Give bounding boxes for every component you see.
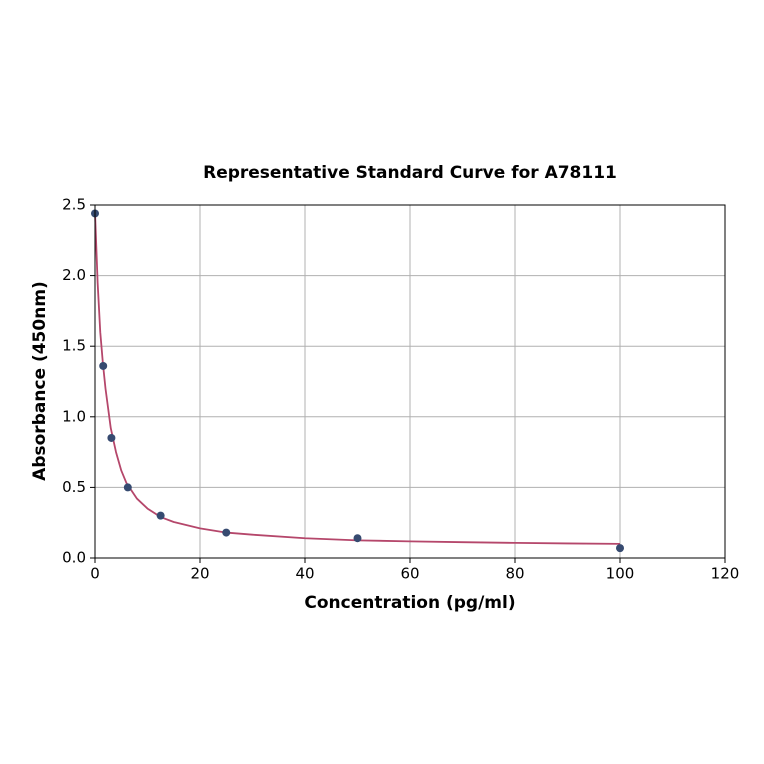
data-point xyxy=(107,433,116,442)
y-tick-label: 1.5 xyxy=(62,337,86,355)
data-point xyxy=(353,534,362,543)
x-tick-label: 100 xyxy=(606,565,635,583)
data-point xyxy=(99,361,108,370)
x-tick-label: 120 xyxy=(711,565,740,583)
x-tick-label: 0 xyxy=(90,565,100,583)
y-tick-label: 1.0 xyxy=(62,407,86,425)
x-tick-label: 60 xyxy=(400,565,419,583)
x-tick-label: 40 xyxy=(295,565,314,583)
x-tick-label: 20 xyxy=(190,565,209,583)
data-point xyxy=(156,511,165,520)
y-tick-label: 2.5 xyxy=(62,196,86,214)
x-axis-label: Concentration (pg/ml) xyxy=(304,593,515,613)
y-axis-label: Absorbance (450nm) xyxy=(30,281,50,481)
plot-area xyxy=(91,209,624,553)
data-point xyxy=(123,483,132,492)
y-tick-label: 2.0 xyxy=(62,266,86,284)
y-tick-label: 0.5 xyxy=(62,478,86,496)
chart-title: Representative Standard Curve for A78111 xyxy=(203,163,617,183)
x-tick-label: 80 xyxy=(505,565,524,583)
data-point xyxy=(616,544,624,553)
y-tick-label: 0.0 xyxy=(62,549,86,567)
data-point xyxy=(222,528,231,537)
